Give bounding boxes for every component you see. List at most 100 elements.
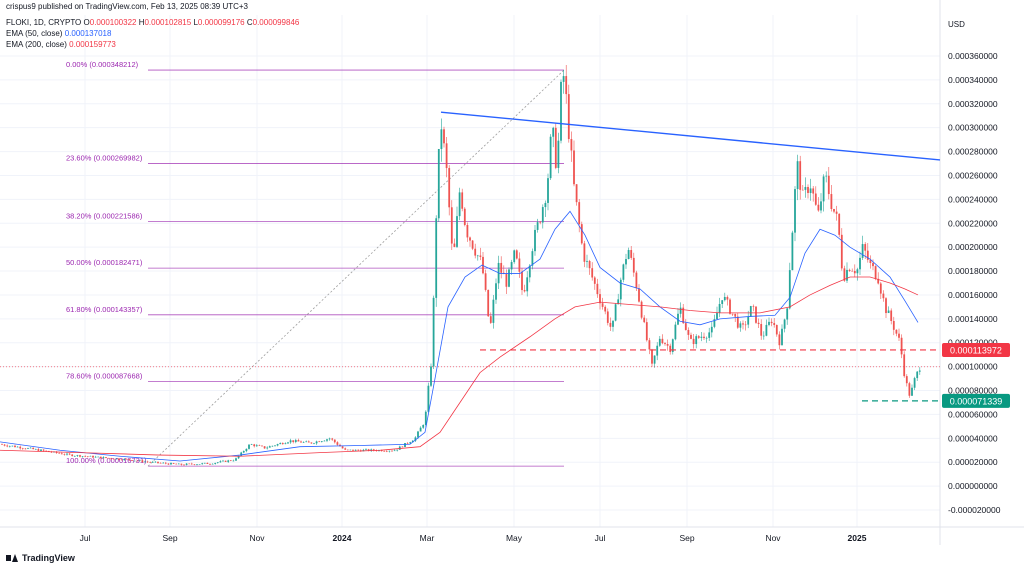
candle-body (404, 443, 406, 448)
tradingview-brand[interactable]: TradingView (6, 553, 75, 563)
y-tick-label: 0.000140000 (948, 314, 998, 324)
candle-body (354, 449, 357, 451)
candle-body (284, 443, 287, 445)
candle-body (466, 224, 469, 238)
candle-body (671, 339, 674, 352)
candle-body (648, 340, 651, 350)
candle-body (209, 464, 211, 465)
candle-body (726, 296, 729, 300)
candle-body (89, 455, 92, 457)
candle-body (461, 192, 464, 209)
candle-body (788, 270, 791, 309)
candle-body (635, 272, 638, 289)
candle-body (344, 448, 347, 450)
candle-body (63, 454, 66, 455)
candle-body (193, 464, 196, 465)
candle-body (302, 441, 305, 443)
candle-body (799, 161, 802, 190)
candle-body (79, 455, 81, 457)
candle-body (266, 447, 269, 449)
candle-body (840, 234, 843, 269)
candle-body (261, 445, 263, 447)
candle-body (105, 457, 107, 458)
candle-body (515, 250, 518, 259)
candle-body (765, 324, 768, 336)
candle-body (401, 446, 404, 448)
candle-body (40, 449, 42, 451)
candle-body (874, 266, 877, 279)
candle-body (388, 450, 391, 452)
candle-body (861, 244, 864, 258)
candle-body (227, 460, 230, 462)
candle-body (812, 188, 815, 194)
candle-body (794, 189, 796, 233)
y-tick-label: 0.000360000 (948, 51, 998, 61)
candle-body (326, 439, 328, 441)
candle-body (851, 270, 854, 272)
candle-body (188, 463, 191, 465)
candle-body (567, 94, 570, 140)
candle-body (81, 456, 84, 457)
candle-body (796, 161, 799, 190)
y-tick-label: 0.000060000 (948, 409, 998, 419)
candle-body (744, 324, 747, 326)
candle-body (237, 455, 240, 459)
fib-level-label: 50.00% (0.000182471) (66, 258, 143, 267)
y-tick-label: 0.000280000 (948, 147, 998, 157)
candle-body (159, 462, 162, 464)
y-tick-label: 0.000020000 (948, 457, 998, 467)
candle-body (484, 273, 487, 290)
fib-level-label: 0.00% (0.000348212) (66, 60, 139, 69)
candle-body (196, 464, 198, 465)
candle-body (245, 448, 248, 452)
candle-body (505, 274, 508, 287)
candle-body (846, 269, 848, 281)
candle-body (198, 464, 201, 465)
candle-body (94, 456, 97, 458)
candle-body (463, 208, 466, 225)
candle-body (437, 148, 440, 219)
candle-body (203, 462, 206, 464)
candle-body (214, 462, 217, 464)
candle-body (21, 448, 24, 449)
candle-body (479, 255, 482, 257)
candle-body (625, 259, 627, 265)
candle-body (661, 338, 664, 344)
candle-body (658, 338, 661, 346)
candle-body (1, 444, 3, 445)
candle-body (333, 439, 336, 443)
ema200-legend[interactable]: EMA (200, close) 0.000159773 (6, 40, 116, 50)
x-tick-label: Nov (249, 533, 265, 543)
candle-body (419, 427, 422, 432)
candle-body (162, 462, 165, 464)
candle-body (107, 457, 110, 459)
candle-body (175, 463, 178, 465)
descending-trendline (440, 111, 941, 161)
candle-body (422, 425, 425, 428)
candle-body (357, 449, 360, 451)
candle-body (651, 349, 653, 364)
y-tick-label: 0.000180000 (948, 266, 998, 276)
candle-body (560, 81, 562, 141)
x-tick-label: Nov (765, 533, 781, 543)
candle-body (352, 449, 354, 451)
candle-body (762, 335, 765, 337)
candle-body (882, 293, 885, 299)
candle-body (562, 76, 565, 82)
ema50-legend[interactable]: EMA (50, close) 0.000137018 (6, 29, 111, 39)
candle-body (131, 460, 133, 461)
candle-body (414, 437, 417, 441)
candle-body (817, 204, 820, 211)
low-value: 0.000099176 (197, 18, 245, 27)
candle-body (760, 324, 763, 336)
candle-body (718, 303, 721, 313)
candle-body (190, 463, 193, 465)
fib-level-label: 100.00% (0.000016731) (66, 456, 147, 465)
y-tick-label: 0.000320000 (948, 99, 998, 109)
candle-body (638, 288, 640, 302)
candle-body (736, 316, 739, 328)
candle-body (604, 306, 607, 312)
candle-body (211, 463, 214, 465)
candle-body (833, 209, 835, 212)
candle-body (807, 186, 809, 193)
